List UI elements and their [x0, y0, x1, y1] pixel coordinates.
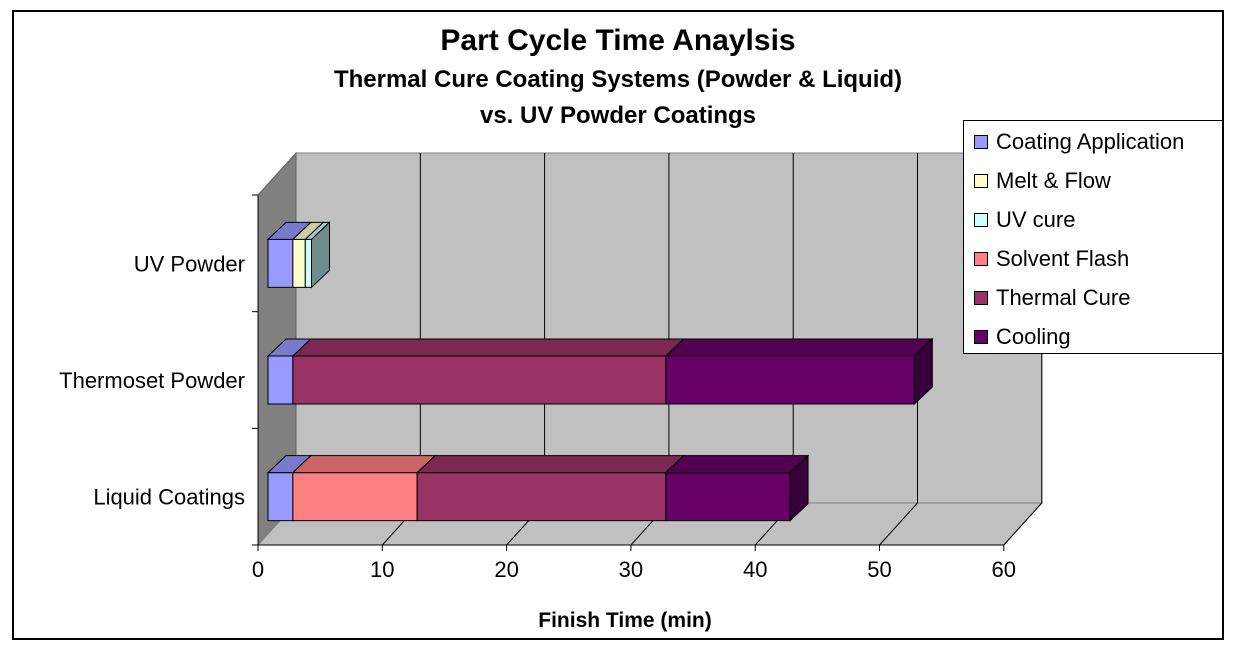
x-tick-label: 50 [867, 557, 891, 582]
bar-segment [665, 355, 915, 405]
x-tick-label: 40 [743, 557, 767, 582]
bar-segment [267, 355, 294, 405]
x-tick-label: 0 [252, 557, 264, 582]
x-tick-label: 60 [992, 557, 1016, 582]
legend-swatch [974, 330, 988, 344]
chart-title-block: Part Cycle Time Anaylsis Thermal Cure Co… [0, 24, 1236, 132]
legend-swatch [974, 174, 988, 188]
legend-swatch [974, 252, 988, 266]
bar-segment [292, 238, 306, 288]
bar-segment-top [291, 338, 686, 357]
bar-end-face [913, 337, 933, 406]
legend-label: Solvent Flash [996, 246, 1130, 271]
bar-segment [416, 472, 667, 522]
x-tick-label: 20 [494, 557, 518, 582]
bar-segment-top [664, 455, 810, 474]
legend-swatch [974, 291, 988, 305]
bar-segment [267, 472, 294, 522]
legend-item: Solvent Flash [974, 244, 1129, 274]
bar-segment [304, 238, 313, 288]
bar-segment [665, 472, 791, 522]
legend-label: Coating Application [996, 129, 1185, 154]
gridline-floor [1003, 502, 1043, 546]
category-label: Liquid Coatings [93, 485, 245, 510]
legend-swatch [974, 135, 988, 149]
category-label: UV Powder [134, 251, 245, 276]
legend-label: Thermal Cure [996, 285, 1131, 310]
legend-swatch [974, 213, 988, 227]
bar-segment-top [415, 455, 686, 474]
bar-segment-top [664, 338, 934, 357]
legend-label: Melt & Flow [996, 168, 1111, 193]
chart-subtitle-line-2: vs. UV Powder Coatings [479, 102, 757, 129]
legend-item: Thermal Cure [974, 283, 1130, 313]
bar-segment-top [291, 455, 437, 474]
chart-title: Part Cycle Time Anaylsis [440, 24, 796, 57]
chart-legend: Coating Application Melt & Flow UV cure Sol… [963, 120, 1223, 354]
bar-segment [292, 355, 667, 405]
bar-end-face [311, 221, 331, 289]
legend-item: Cooling [974, 322, 1071, 352]
x-tick-label: 10 [370, 557, 394, 582]
legend-item: UV cure [974, 205, 1075, 235]
bar-end-face [789, 454, 809, 522]
legend-label: Cooling [996, 324, 1071, 349]
bar-segment [292, 472, 418, 522]
legend-item: Melt & Flow [974, 166, 1111, 196]
x-axis-title: Finish Time (min) [538, 609, 711, 632]
chart-subtitle-line-1: Thermal Cure Coating Systems (Powder & L… [333, 66, 903, 93]
legend-item: Coating Application [974, 127, 1184, 157]
legend-label: UV cure [996, 207, 1076, 232]
category-label: Thermoset Powder [59, 368, 245, 393]
bar-segment [267, 238, 294, 288]
x-tick-label: 30 [619, 557, 643, 582]
gridline-floor [879, 502, 918, 546]
